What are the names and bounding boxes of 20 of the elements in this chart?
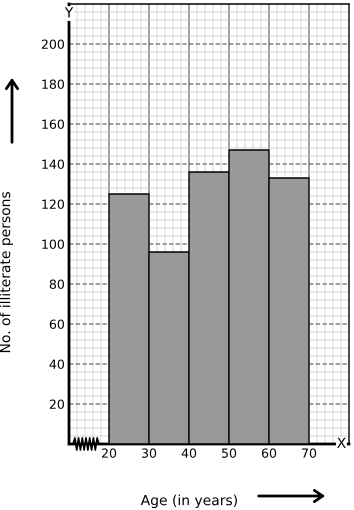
y-tick-label: 100 xyxy=(42,239,64,249)
x-tick-label: 50 xyxy=(222,448,236,458)
y-tick-label: 80 xyxy=(50,279,64,289)
y-tick-label: 120 xyxy=(42,199,64,209)
y-tick-label: 180 xyxy=(42,79,64,89)
y-tick-label: 200 xyxy=(42,39,64,49)
x-tick-label: 70 xyxy=(302,448,316,458)
x-axis-title: Age (in years) xyxy=(140,494,237,508)
y-tick-label: 140 xyxy=(42,159,64,169)
y-axis-title: No. of illiterate persons xyxy=(0,192,13,352)
y-tick-label: 20 xyxy=(50,399,64,409)
x-tick-label: 60 xyxy=(262,448,276,458)
y-tick-label: 60 xyxy=(50,319,64,329)
y-tick-label: 160 xyxy=(42,119,64,129)
y-tick-label: 40 xyxy=(50,359,64,369)
x-tick-label: 40 xyxy=(182,448,196,458)
x-tick-label: 20 xyxy=(102,448,116,458)
annotation: X xyxy=(337,438,346,448)
annotation: Y xyxy=(64,7,74,18)
x-tick-label: 30 xyxy=(142,448,156,458)
